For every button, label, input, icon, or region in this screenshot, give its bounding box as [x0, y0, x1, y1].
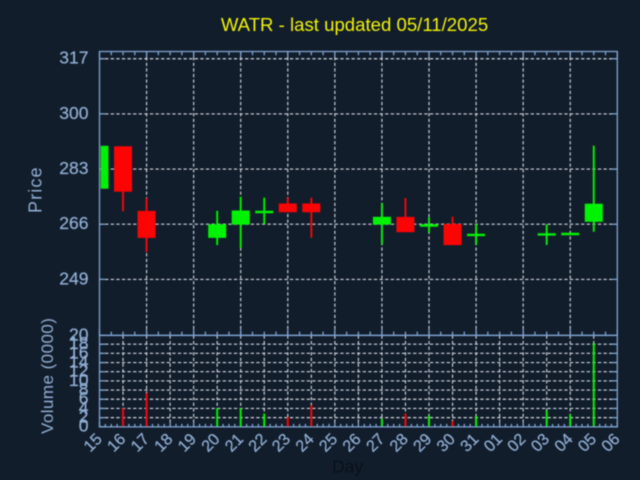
- svg-text:18: 18: [69, 333, 88, 353]
- svg-text:8: 8: [79, 379, 89, 399]
- svg-text:0: 0: [79, 416, 89, 436]
- svg-text:Day: Day: [332, 457, 363, 477]
- svg-text:283: 283: [59, 158, 88, 178]
- svg-text:Price: Price: [26, 166, 46, 213]
- svg-text:300: 300: [59, 103, 88, 123]
- svg-text:6: 6: [79, 388, 89, 408]
- svg-text:317: 317: [59, 48, 88, 68]
- svg-text:12: 12: [69, 361, 88, 381]
- svg-text:266: 266: [59, 213, 88, 233]
- svg-text:WATR - last updated 05/11/2025: WATR - last updated 05/11/2025: [221, 14, 488, 35]
- svg-text:16: 16: [69, 342, 88, 362]
- svg-text:249: 249: [59, 268, 88, 288]
- svg-text:Volume (0000): Volume (0000): [38, 318, 57, 434]
- svg-text:20: 20: [69, 324, 89, 344]
- svg-text:10: 10: [69, 370, 89, 390]
- svg-text:2: 2: [79, 407, 89, 427]
- svg-text:4: 4: [79, 397, 89, 417]
- svg-text:14: 14: [69, 351, 89, 371]
